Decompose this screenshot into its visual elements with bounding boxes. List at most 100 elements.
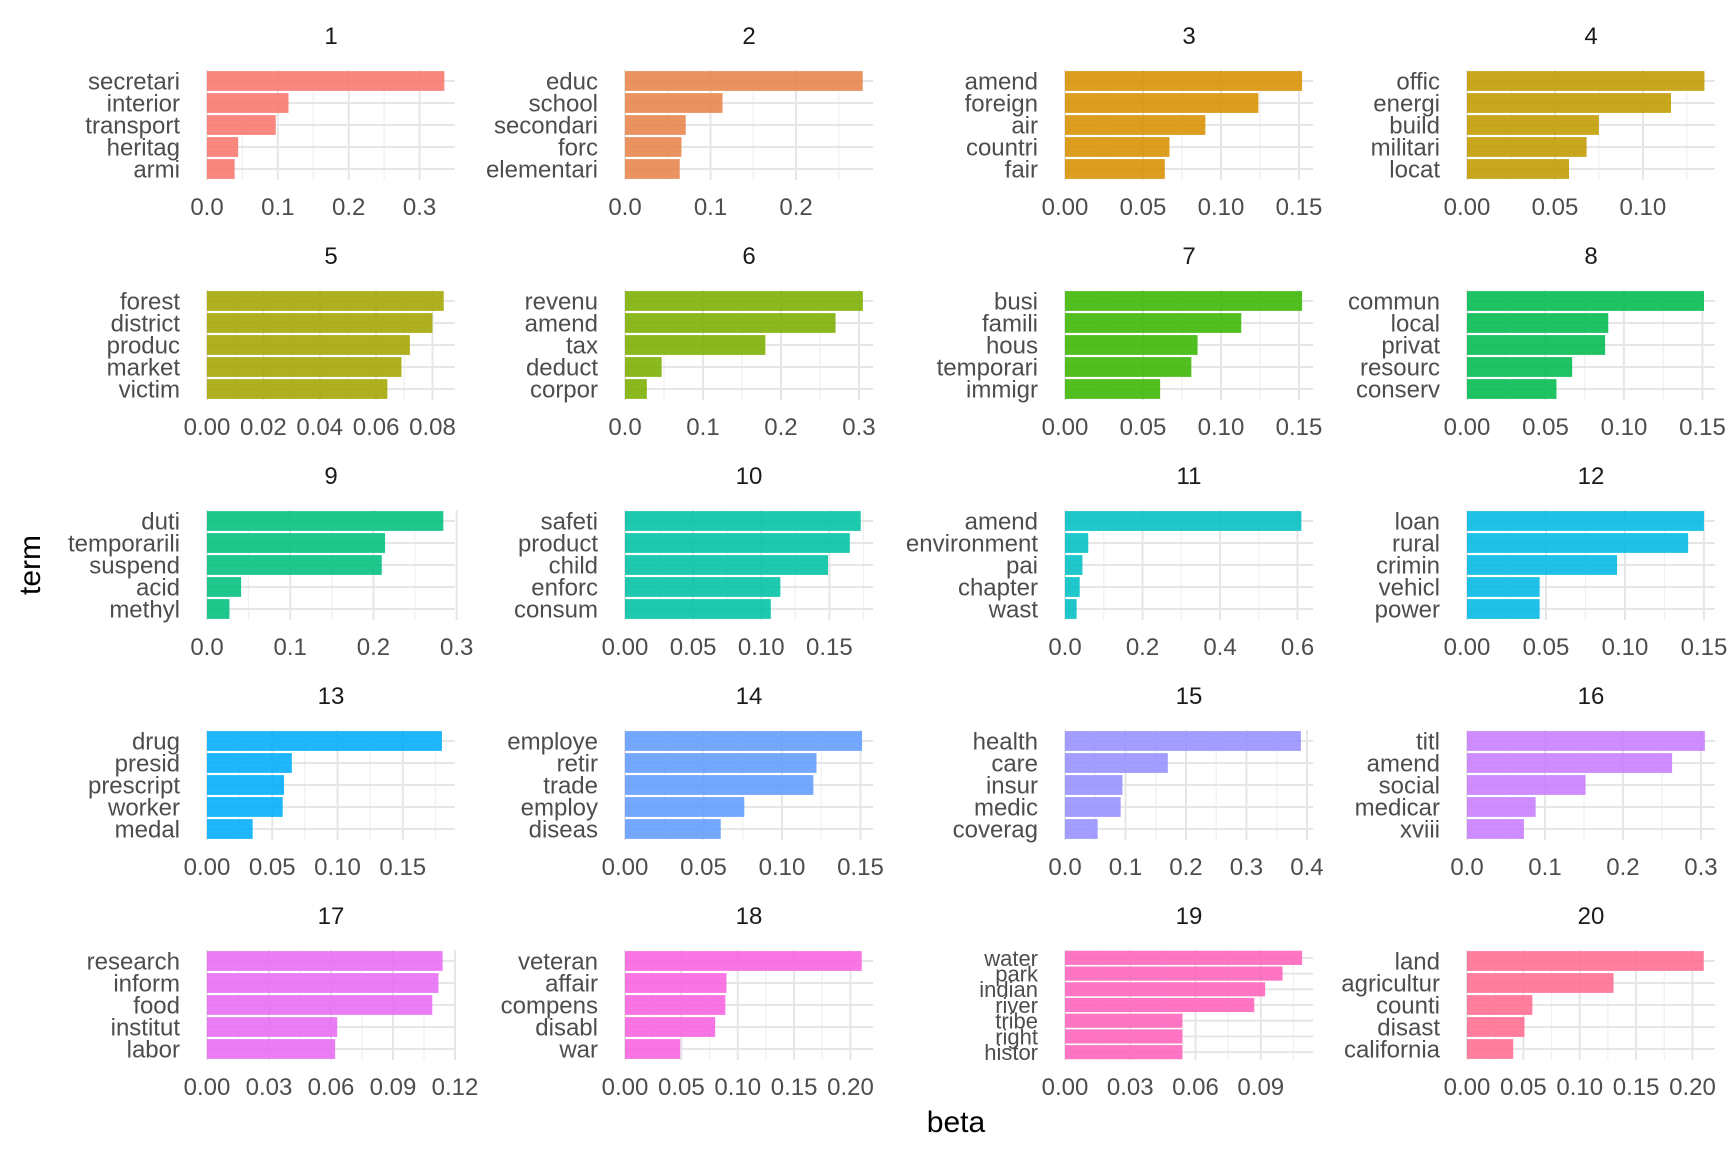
x-tick-label: 0.10 [738,634,785,661]
x-tick-label: 0.6 [1281,634,1314,661]
bar-educ [625,71,863,91]
bar-california [1467,1039,1514,1059]
x-tick-label: 0.1 [686,414,719,441]
x-tick-label: 0.05 [680,854,727,881]
term-label: interior [107,91,180,118]
term-label: health [973,729,1038,756]
bar-crimin [1467,555,1618,575]
bar-market [207,357,402,377]
panel-19: 19waterparkindianrivertriberighthistor0.… [979,903,1313,1101]
x-axis-title: beta [927,1106,986,1139]
x-tick-label: 0.00 [1042,414,1089,441]
bar-coverag [1065,819,1098,839]
term-label: conserv [1356,377,1440,404]
bar-agricultur [1467,973,1614,993]
bar-child [625,555,829,575]
bar-safeti [625,511,861,531]
panel-title: 4 [1584,23,1597,50]
term-label: militari [1371,135,1440,162]
bar-amend [1065,71,1303,91]
term-label: park [995,961,1039,986]
x-tick-label: 0.1 [1528,854,1561,881]
bar-corpor [625,379,647,399]
bar-transport [207,115,276,135]
x-tick-label: 0.06 [353,414,400,441]
x-tick-label: 0.10 [314,854,361,881]
x-tick-label: 0.1 [274,634,307,661]
term-label: right [995,1024,1038,1049]
bar-trade [625,775,814,795]
bar-privat [1467,335,1606,355]
x-tick-label: 0.3 [842,414,875,441]
term-label: locat [1389,157,1440,184]
x-tick-label: 0.15 [806,634,853,661]
bar-interior [207,93,289,113]
x-tick-label: 0.10 [1601,414,1648,441]
panel-title: 8 [1584,243,1597,270]
term-label: offic [1396,69,1440,96]
panel-title: 19 [1176,903,1203,930]
x-tick-label: 0.00 [602,634,649,661]
bar-inform [207,973,439,993]
x-tick-label: 0.0 [190,194,223,221]
bar-loan [1467,511,1704,531]
x-tick-label: 0.00 [602,1074,649,1101]
x-tick-label: 0.00 [1042,194,1089,221]
term-label: compens [501,993,598,1020]
bar-district [207,313,433,333]
term-label: temporari [937,355,1038,382]
bar-duti [207,511,444,531]
bar-temporari [1065,357,1192,377]
x-tick-label: 0.15 [379,854,426,881]
x-tick-label: 0.05 [1120,414,1167,441]
panel-title: 13 [318,683,345,710]
panel-title: 17 [318,903,345,930]
bar-compens [625,995,726,1015]
term-label: employ [521,795,598,822]
bar-disast [1467,1017,1525,1037]
bar-deduct [625,357,662,377]
term-label: educ [546,69,598,96]
bar-conserv [1467,379,1557,399]
term-label: forest [120,289,180,316]
panel-title: 10 [736,463,763,490]
bar-insur [1065,775,1123,795]
term-label: corpor [530,377,598,404]
bar-medal [207,819,253,839]
x-tick-label: 0.00 [1444,634,1491,661]
bar-counti [1467,995,1533,1015]
term-label: affair [545,971,598,998]
x-tick-label: 0.2 [779,194,812,221]
x-tick-label: 0.10 [1556,1074,1603,1101]
term-label: school [529,91,598,118]
x-tick-label: 0.15 [1276,194,1323,221]
term-label: xviii [1400,817,1440,844]
term-label: district [111,311,181,338]
x-tick-label: 0.00 [184,854,231,881]
bar-locat [1467,159,1570,179]
term-label: wast [988,597,1039,624]
bar-medicar [1467,797,1536,817]
bar-energi [1467,93,1672,113]
term-label: insur [986,773,1038,800]
term-label: war [558,1037,598,1064]
term-label: forc [558,135,598,162]
x-tick-label: 0.10 [759,854,806,881]
bar-affair [625,973,727,993]
x-tick-label: 0.3 [440,634,473,661]
term-label: produc [107,333,180,360]
term-label: commun [1348,289,1440,316]
bar-food [207,995,433,1015]
bar-presid [207,753,292,773]
bar-veteran [625,951,862,971]
